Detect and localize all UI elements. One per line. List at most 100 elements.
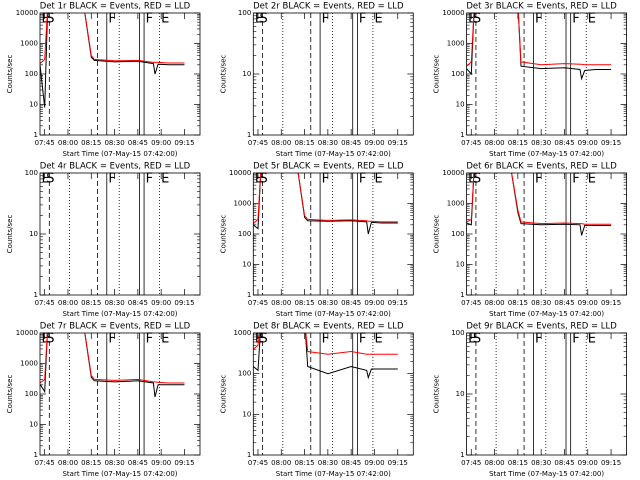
annotation: S (260, 12, 268, 27)
panel: Det 9r BLACK = Events, RED = LLD Counts/s… (433, 322, 628, 478)
x-tick-label: 08:00 (58, 299, 78, 307)
chart-title: Det 3r BLACK = Events, RED = LLD (466, 2, 617, 12)
y-tick-label: 100 (25, 169, 38, 177)
series-line (253, 173, 398, 224)
x-tick-label: 08:15 (81, 299, 101, 307)
x-tick-label: 08:15 (508, 459, 528, 467)
plot-frame (466, 12, 628, 136)
chart-title: Det 9r BLACK = Events, RED = LLD (466, 322, 617, 332)
x-tick-label: 09:00 (578, 139, 598, 147)
y-tick-label: 10 (456, 261, 465, 269)
annotation: E (468, 12, 476, 27)
x-tick-label: 09:15 (388, 459, 408, 467)
x-tick-label: 08:45 (341, 459, 361, 467)
x-tick-label: 08:15 (81, 139, 101, 147)
x-tick-label: 08:30 (318, 139, 338, 147)
x-tick-label: 08:15 (294, 459, 314, 467)
x-tick-label: 09:00 (151, 299, 171, 307)
annotation: F (146, 332, 153, 347)
annotation: S (473, 172, 481, 187)
x-axis-label: Start Time (07-May-15 07:42:00) (276, 150, 391, 158)
x-tick-label: 09:00 (364, 299, 384, 307)
x-tick-label: 08:30 (104, 459, 124, 467)
series-line (466, 13, 612, 81)
annotation: E (42, 12, 50, 27)
series-line (40, 13, 185, 108)
annotation: E (374, 332, 382, 347)
annotation: F (146, 12, 153, 27)
x-tick-label: 07:45 (461, 459, 481, 467)
series-line (253, 333, 398, 355)
x-tick-label: 08:00 (58, 459, 78, 467)
x-tick-label: 08:00 (484, 299, 504, 307)
x-tick-label: 07:45 (248, 139, 268, 147)
chart-title: Det 5r BLACK = Events, RED = LLD (253, 162, 404, 172)
annotation: F (108, 172, 115, 187)
panel: Det 4r BLACK = Events, RED = LLD Counts/s… (6, 162, 201, 318)
y-axis-label: Counts/sec (433, 215, 441, 254)
chart-title: Det 1r BLACK = Events, RED = LLD (40, 2, 191, 12)
y-tick-label: 10000 (442, 169, 464, 177)
panel: Det 5r BLACK = Events, RED = LLD Counts/s… (219, 162, 414, 318)
series-line (466, 173, 612, 236)
x-axis-label: Start Time (07-May-15 07:42:00) (489, 470, 604, 478)
y-tick-label: 1 (247, 131, 251, 139)
x-tick-label: 07:45 (248, 459, 268, 467)
x-tick-label: 08:15 (294, 299, 314, 307)
x-tick-label: 08:15 (508, 139, 528, 147)
x-tick-label: 07:45 (248, 299, 268, 307)
y-tick-label: 100 (25, 70, 38, 78)
annotation: E (588, 12, 596, 27)
x-tick-label: 08:45 (128, 299, 148, 307)
y-tick-label: 100 (238, 370, 251, 378)
series-line (253, 173, 398, 235)
annotation: E (161, 12, 169, 27)
annotation: S (260, 332, 268, 347)
x-tick-label: 09:15 (601, 459, 621, 467)
panel: Det 3r BLACK = Events, RED = LLD Counts/s… (433, 2, 628, 158)
series-line (40, 333, 185, 384)
x-axis-label: Start Time (07-May-15 07:42:00) (276, 470, 391, 478)
x-tick-label: 08:00 (484, 459, 504, 467)
y-axis-label: Counts/sec (219, 375, 227, 414)
x-tick-label: 08:45 (128, 139, 148, 147)
x-tick-label: 09:15 (388, 299, 408, 307)
series-line (466, 13, 612, 67)
annotation: E (42, 332, 50, 347)
x-tick-label: 09:00 (578, 459, 598, 467)
x-axis-label: Start Time (07-May-15 07:42:00) (489, 310, 604, 318)
x-tick-label: 08:30 (318, 299, 338, 307)
annotation: E (468, 332, 476, 347)
chart-title: Det 4r BLACK = Events, RED = LLD (40, 162, 191, 172)
y-tick-label: 10 (29, 421, 38, 429)
x-tick-label: 08:15 (294, 139, 314, 147)
annotation: F (572, 12, 579, 27)
annotation: S (46, 12, 54, 27)
y-tick-label: 10000 (16, 329, 38, 337)
y-axis-label: Counts/sec (219, 215, 227, 254)
x-tick-label: 09:15 (388, 139, 408, 147)
y-tick-label: 10 (29, 101, 38, 109)
y-tick-label: 100 (451, 70, 464, 78)
plot-frame (252, 12, 414, 136)
annotation: E (588, 332, 596, 347)
x-tick-label: 08:00 (271, 139, 291, 147)
x-tick-label: 09:15 (601, 139, 621, 147)
panel: Det 7r BLACK = Events, RED = LLD Counts/s… (6, 322, 201, 478)
y-tick-label: 1000 (233, 200, 251, 208)
y-tick-label: 1 (460, 451, 464, 459)
plot-frame (39, 172, 201, 296)
series-line (466, 173, 612, 225)
y-axis-label: Counts/sec (6, 215, 14, 254)
x-tick-label: 08:45 (554, 459, 574, 467)
x-tick-label: 08:45 (554, 139, 574, 147)
annotation: E (42, 172, 50, 187)
x-tick-label: 09:15 (174, 139, 194, 147)
y-tick-label: 1 (34, 131, 38, 139)
x-tick-label: 08:30 (104, 299, 124, 307)
y-tick-label: 1 (460, 131, 464, 139)
y-tick-label: 100 (238, 230, 251, 238)
x-tick-label: 09:00 (364, 139, 384, 147)
x-tick-label: 08:45 (341, 139, 361, 147)
series-line (40, 333, 185, 398)
